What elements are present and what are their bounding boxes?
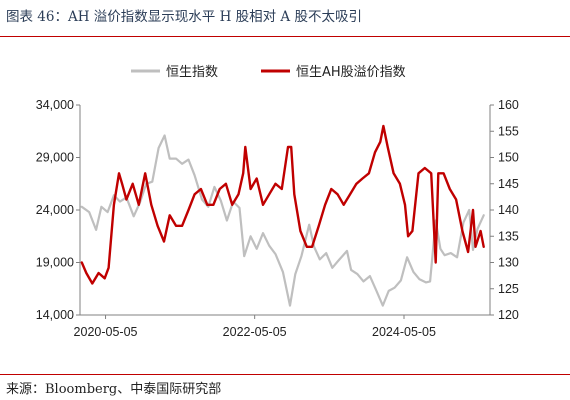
right-y-tick-label-4: 140 [498, 203, 519, 217]
chart-legend: 恒生指数 恒生AH股溢价指数 [131, 65, 406, 80]
right-y-tick-label-0: 120 [498, 308, 519, 322]
left-y-tick-label-4: 34,000 [36, 98, 74, 112]
x-tick-label-2: 2024-05-05 [372, 325, 436, 339]
series-line-1 [80, 124, 485, 285]
left-y-tick-label-2: 24,000 [36, 203, 74, 217]
title-divider [0, 36, 570, 37]
left-y-tick-label-3: 29,000 [36, 151, 74, 165]
right-y-tick-label-7: 155 [498, 124, 519, 138]
right-y-tick-label-8: 160 [498, 98, 519, 112]
right-y-tick-label-1: 125 [498, 282, 519, 296]
right-y-tick-label-3: 135 [498, 229, 519, 243]
source-note: 来源：Bloomberg、中泰国际研究部 [6, 382, 222, 397]
x-tick-label-0: 2020-05-05 [74, 325, 138, 339]
x-tick-label-1: 2022-05-05 [223, 325, 287, 339]
left-y-tick-label-1: 19,000 [36, 256, 74, 270]
right-y-tick-label-6: 150 [498, 151, 519, 165]
legend-label-0: 恒生指数 [166, 65, 218, 80]
series-line-0 [80, 134, 485, 307]
legend-label-1: 恒生AH股溢价指数 [296, 65, 406, 80]
figure-title: 图表 46：AH 溢价指数显示现水平 H 股相对 A 股不太吸引 [6, 9, 362, 25]
right-y-tick-label-5: 145 [498, 177, 519, 191]
left-y-tick-label-0: 14,000 [36, 308, 74, 322]
right-y-tick-label-2: 130 [498, 256, 519, 270]
source-divider [0, 374, 570, 375]
